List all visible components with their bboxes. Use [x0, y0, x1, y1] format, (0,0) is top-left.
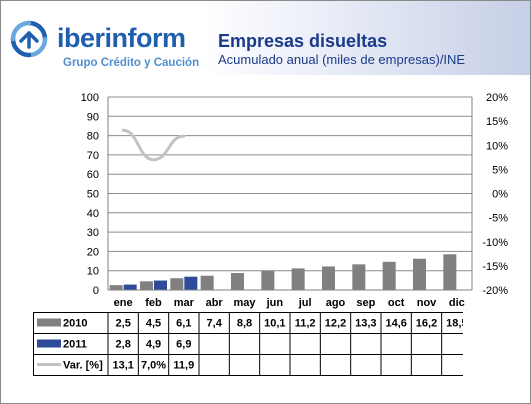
y2-tick-label: -5% [488, 213, 508, 225]
data-label: 13,1 [112, 360, 133, 372]
x-tick-label: abr [206, 297, 224, 309]
y-tick-label: 30 [87, 227, 99, 239]
bar-2010-ene [109, 285, 123, 290]
data-label: 7,4 [207, 318, 223, 330]
bar-2011-feb [154, 280, 167, 290]
bar-2010-feb [140, 281, 153, 290]
x-tick-label: mar [174, 297, 195, 309]
x-tick-label: oct [388, 297, 405, 309]
bars [109, 254, 457, 290]
x-tick-label: feb [145, 297, 162, 309]
data-label: 6,9 [176, 339, 191, 351]
y-tick-label: 90 [87, 111, 99, 123]
bar-2010-oct [382, 261, 396, 290]
legend-key-2011 [37, 339, 61, 348]
x-tick-label: sep [356, 297, 375, 309]
brand-name: iberinform [57, 23, 186, 53]
y-tick-label: 10 [87, 266, 99, 278]
x-tick-label: ene [114, 297, 133, 309]
data-label: 12,2 [325, 318, 346, 330]
x-tick-label: may [233, 297, 256, 309]
y2-axis-ticks: 20% 15% 10% 5% 0% -5% -10% -15% -20% [482, 92, 508, 297]
bar-2010-abr [200, 275, 214, 290]
chart-subtitle: Acumulado anual (miles de empresas)/INE [218, 52, 466, 67]
bar-2010-jun [261, 270, 275, 290]
y2-tick-label: -20% [482, 285, 508, 297]
y2-tick-label: 15% [486, 116, 508, 128]
data-label: 2,5 [116, 318, 131, 330]
y2-tick-label: -10% [482, 237, 508, 249]
data-label: 6,1 [176, 318, 191, 330]
header: iberinform Grupo Crédito y Caución Empre… [1, 1, 530, 75]
bar-2010-dic [443, 254, 457, 290]
line-Var. [%] [121, 128, 186, 162]
data-label: 2,8 [116, 339, 131, 351]
x-axis-ticks: ene feb mar abr may jun jul ago sep oct nov dic [114, 297, 465, 309]
data-label: 11,9 [173, 360, 194, 372]
data-label: 11,2 [295, 318, 316, 330]
data-label: 4,9 [146, 339, 161, 351]
data-label: 16,2 [416, 318, 437, 330]
data-label: 7,0% [141, 360, 166, 372]
legend-label-Var. [%]: Var. [%] [63, 360, 103, 372]
iberinform-logo-icon [10, 20, 48, 58]
y-tick-label: 80 [87, 131, 99, 143]
bar-2011-mar [184, 276, 198, 290]
brand-tagline: Grupo Crédito y Caución [63, 57, 200, 69]
y-tick-label: 0 [93, 285, 99, 297]
data-label: 18,5 [446, 318, 463, 330]
data-table: 2010 2,5 4,5 6,1 7,4 8,8 10,1 11,2 12,2 13,3 14,6 1… [33, 312, 463, 376]
y-tick-label: 60 [87, 169, 99, 181]
chart-title: Empresas disueltas [218, 31, 388, 51]
y2-tick-label: 10% [486, 140, 508, 152]
bar-2010-sep [352, 264, 366, 290]
y-axis-ticks: 0 10 20 30 40 50 60 70 80 90 100 [81, 92, 99, 297]
y-tick-label: 100 [81, 92, 99, 104]
y2-tick-label: 5% [492, 164, 508, 176]
y-tick-label: 70 [87, 150, 99, 162]
y-tick-label: 50 [87, 189, 99, 201]
y-tick-label: 20 [87, 246, 99, 258]
x-tick-label: dic [449, 297, 465, 309]
data-label: 8,8 [237, 318, 252, 330]
legend-key-2010 [37, 318, 61, 327]
variation-line [121, 128, 186, 162]
bar-2010-may [231, 273, 244, 290]
legend-label-2010: 2010 [63, 318, 87, 330]
y2-tick-label: 0% [492, 189, 508, 201]
y-tick-label: 40 [87, 208, 99, 220]
bar-2010-nov [413, 258, 426, 290]
data-label: 13,3 [355, 318, 376, 330]
bar-2010-mar [170, 278, 184, 290]
data-label: 4,5 [146, 318, 161, 330]
y2-tick-label: 20% [486, 92, 508, 104]
legend-label-2011: 2011 [63, 339, 87, 351]
data-label: 14,6 [385, 318, 406, 330]
y2-tick-label: -15% [482, 261, 508, 273]
bar-2011-ene [123, 284, 137, 290]
x-tick-label: ago [326, 297, 346, 309]
axes [107, 97, 473, 291]
x-tick-label: jul [298, 297, 312, 309]
bar-2010-ago [322, 266, 335, 290]
x-tick-label: jun [266, 297, 284, 309]
x-tick-label: nov [417, 297, 437, 309]
bar-2010-jul [291, 268, 305, 290]
data-label: 10,1 [264, 318, 285, 330]
